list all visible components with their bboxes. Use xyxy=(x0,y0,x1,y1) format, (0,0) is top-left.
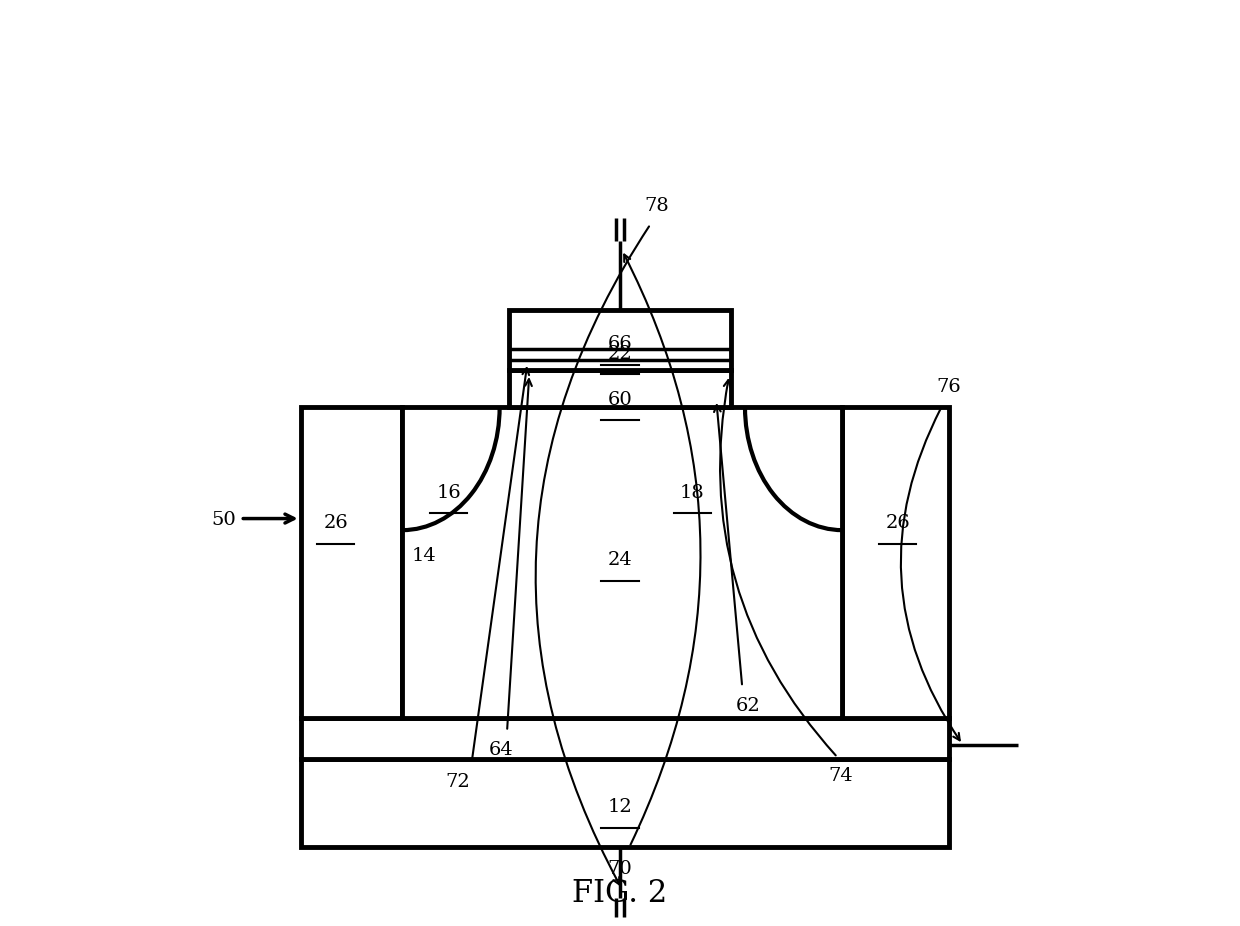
Text: 26: 26 xyxy=(885,514,910,532)
Text: 66: 66 xyxy=(608,335,632,354)
Bar xyxy=(300,759,949,847)
Text: 50: 50 xyxy=(211,511,236,530)
Text: 64: 64 xyxy=(489,741,513,759)
Text: 16: 16 xyxy=(436,483,461,502)
Text: 12: 12 xyxy=(608,798,632,817)
Bar xyxy=(403,407,842,718)
Bar xyxy=(842,407,949,718)
Text: 72: 72 xyxy=(445,773,470,792)
Text: 18: 18 xyxy=(680,483,704,502)
Text: 70: 70 xyxy=(608,859,632,878)
Text: 78: 78 xyxy=(645,196,670,215)
Bar xyxy=(508,370,732,407)
Text: 60: 60 xyxy=(608,391,632,409)
Text: 24: 24 xyxy=(608,551,632,569)
Text: 62: 62 xyxy=(735,696,760,715)
Text: 14: 14 xyxy=(412,546,436,565)
Text: 26: 26 xyxy=(324,514,348,532)
Text: 76: 76 xyxy=(936,378,961,396)
Bar xyxy=(300,718,949,759)
Text: FIG. 2: FIG. 2 xyxy=(573,878,667,909)
Text: 22: 22 xyxy=(608,344,632,363)
Bar xyxy=(508,310,732,370)
Bar xyxy=(300,407,403,718)
Text: 74: 74 xyxy=(828,767,853,785)
